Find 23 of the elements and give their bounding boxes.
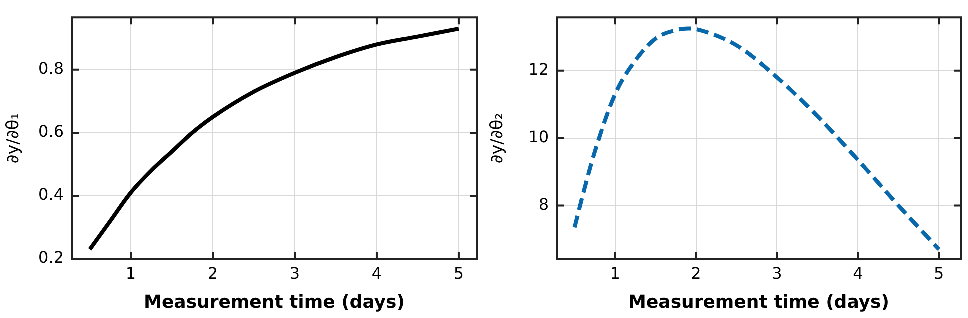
x-tick-label: 1 [126, 264, 136, 283]
y-tick-label: 0.6 [38, 122, 64, 142]
x-tick-label: 5 [454, 264, 464, 283]
y-tick-label: 0.4 [38, 185, 64, 204]
x-tick-label: 4 [372, 264, 382, 283]
x-tick-label: 1 [610, 264, 620, 283]
x-tick-label: 3 [290, 264, 300, 283]
y-tick-label: 12 [528, 60, 549, 80]
x-axis-title: Measurement time (days) [144, 292, 405, 313]
y-axis-title: ∂y/∂θ₁ [4, 113, 24, 164]
line-series [88, 26, 461, 252]
y-axis-title: ∂y/∂θ₂ [488, 113, 508, 164]
y-tick-label: 10 [528, 127, 549, 146]
y-tick-label: 8 [538, 194, 549, 214]
x-tick-label: 2 [208, 264, 218, 283]
x-tick-label: 3 [772, 264, 782, 283]
x-tick-label: 4 [853, 264, 864, 283]
x-axis-title: Measurement time (days) [628, 292, 890, 313]
y-tick-label: 0.8 [38, 59, 64, 78]
x-tick-label: 5 [934, 264, 944, 283]
x-tick-label: 2 [691, 264, 702, 283]
y-tick-label: 0.2 [38, 248, 64, 268]
line-series [572, 26, 942, 252]
